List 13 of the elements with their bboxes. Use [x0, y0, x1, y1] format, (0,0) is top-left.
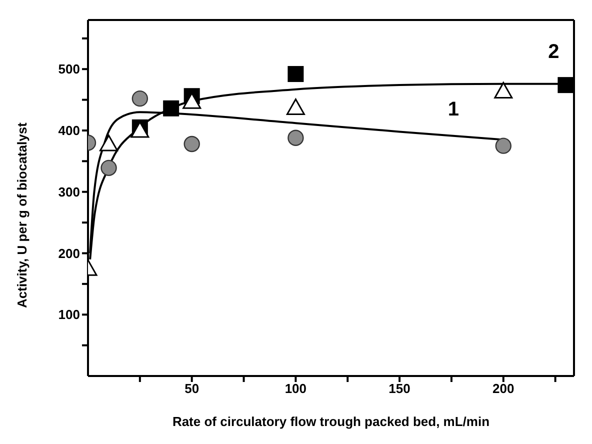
- y-tick-label: 100: [58, 307, 80, 322]
- x-tick-label: 200: [492, 381, 514, 396]
- x-tick-label: 100: [284, 381, 307, 396]
- y-tick-label: 300: [58, 184, 80, 200]
- x-tick-label: 150: [388, 381, 410, 396]
- y-tick-label: 500: [58, 62, 80, 77]
- x-axis-title: Rate of circulatory flow trough packed bed, mL/min: [172, 414, 490, 429]
- series-label: 2: [548, 40, 560, 63]
- series-label: 1: [448, 98, 459, 121]
- x-tick-label: 50: [184, 381, 200, 396]
- y-tick-label: 400: [58, 123, 80, 138]
- y-tick-label: 200: [58, 246, 80, 261]
- y-axis-title: Activity, U per g of biocatalyst: [14, 122, 30, 308]
